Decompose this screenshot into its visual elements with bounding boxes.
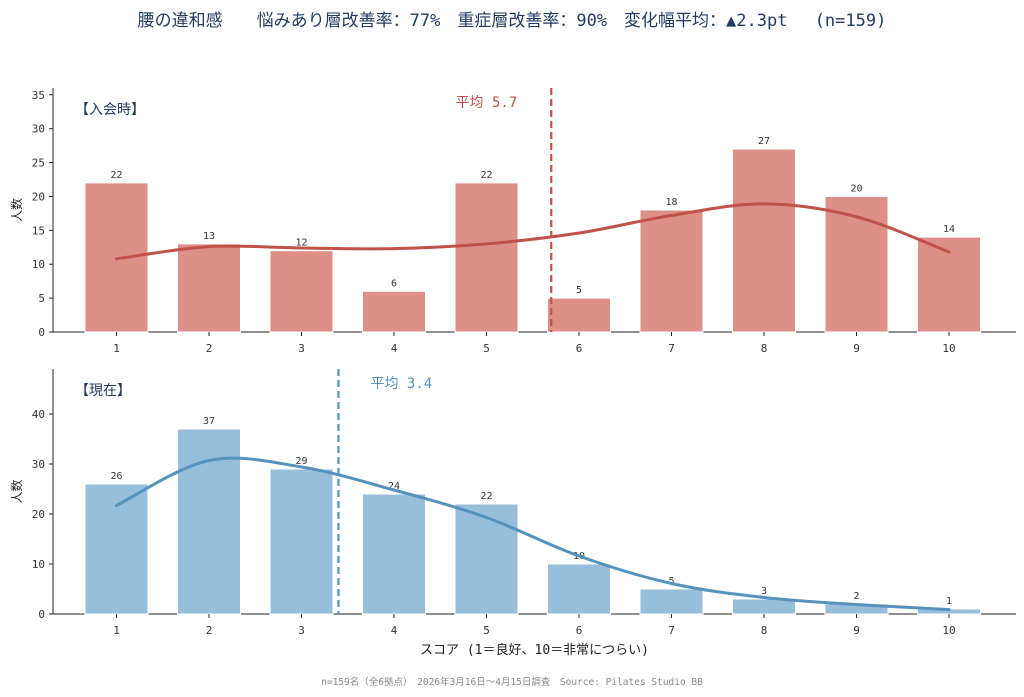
x-tick-label: 10 [942,624,955,637]
x-tick-label: 8 [761,624,768,637]
bar [362,290,426,333]
bar [269,468,334,615]
smooth-curve [115,202,951,261]
y-tick-label: 10 [32,558,45,571]
y-tick-label: 10 [32,258,45,271]
bar-value-label: 22 [480,170,492,181]
x-tick-label: 5 [483,342,490,355]
bar [454,182,519,333]
x-tick-label: 8 [761,342,768,355]
mean-label: 平均 5.7 [456,95,518,111]
bar [547,297,611,333]
x-tick-label: 6 [576,342,583,355]
x-tick-label: 1 [113,624,120,637]
bar-value-label: 22 [110,170,122,181]
bar [362,493,426,615]
y-tick-label: 25 [32,157,45,170]
bar-value-label: 18 [665,197,677,208]
x-tick-label: 7 [668,624,675,637]
panel-before: 0 5 10 15 20 25 30 35 人数 22 1 13 2 12 3 6 4 22 5 5 6 18 7 27 8 20… [9,88,1016,355]
bar-value-label: 27 [758,136,770,147]
y-tick-label: 15 [32,224,45,237]
x-tick-label: 4 [391,342,398,355]
bar [84,483,149,615]
bar-value-label: 12 [295,238,307,249]
bar-value-label: 2 [853,591,859,602]
bar-value-label: 1 [946,596,952,607]
y-tick-label: 30 [32,458,45,471]
panel-label: 【現在】 [75,383,131,399]
x-axis-label: スコア (1＝良好、10＝非常につらい) [420,642,649,658]
bar [732,148,796,333]
x-tick-label: 3 [298,342,305,355]
bar-value-label: 20 [850,183,862,194]
x-tick-label: 7 [668,342,675,355]
bar-value-label: 22 [480,491,492,502]
bar-value-label: 37 [203,416,215,427]
bar-value-label: 26 [110,471,122,482]
y-tick-label: 30 [32,123,45,136]
bar [639,209,704,333]
bar-value-label: 5 [668,576,674,587]
x-tick-label: 9 [853,624,860,637]
y-tick-label: 0 [38,326,45,339]
bar-value-label: 3 [761,586,767,597]
panel-label: 【入会時】 [75,102,145,118]
x-tick-label: 2 [206,624,213,637]
bar-value-label: 6 [391,278,397,289]
footer-note: n=159名（全6拠点） 2026年3月16日〜4月15日調査 Source: … [321,676,703,688]
x-tick-label: 6 [576,624,583,637]
x-tick-label: 5 [483,624,490,637]
x-tick-label: 3 [298,624,305,637]
bar [454,503,519,615]
y-tick-label: 35 [32,89,45,102]
x-tick-label: 4 [391,624,398,637]
y-tick-label: 5 [38,292,45,305]
chart-title: 腰の違和感 悩みあり層改善率：77% 重症層改善率：90% 変化幅平均：▲2.3… [138,11,887,31]
bar-value-label: 14 [943,224,955,235]
bar-value-label: 29 [295,456,307,467]
panel-current: 010203040人数261372293244225106573829110平均… [9,369,1016,658]
bar-value-label: 24 [388,481,400,492]
bar-value-label: 5 [576,285,582,296]
bar [639,588,704,615]
smooth-curve [115,456,951,611]
y-axis-label: 人数 [9,479,24,503]
mean-label: 平均 3.4 [371,376,433,392]
x-tick-label: 2 [206,342,213,355]
bar [547,563,611,615]
bar [824,195,889,333]
y-tick-label: 40 [32,408,45,421]
y-tick-label: 20 [32,508,45,521]
x-tick-label: 9 [853,342,860,355]
bar-value-label: 13 [203,231,215,242]
bar [269,250,334,333]
x-tick-label: 10 [942,342,955,355]
y-axis-label: 人数 [9,198,24,222]
y-tick-label: 0 [38,608,45,621]
x-tick-label: 1 [113,342,120,355]
bar [732,598,796,615]
bar [177,243,241,333]
y-tick-label: 20 [32,190,45,203]
